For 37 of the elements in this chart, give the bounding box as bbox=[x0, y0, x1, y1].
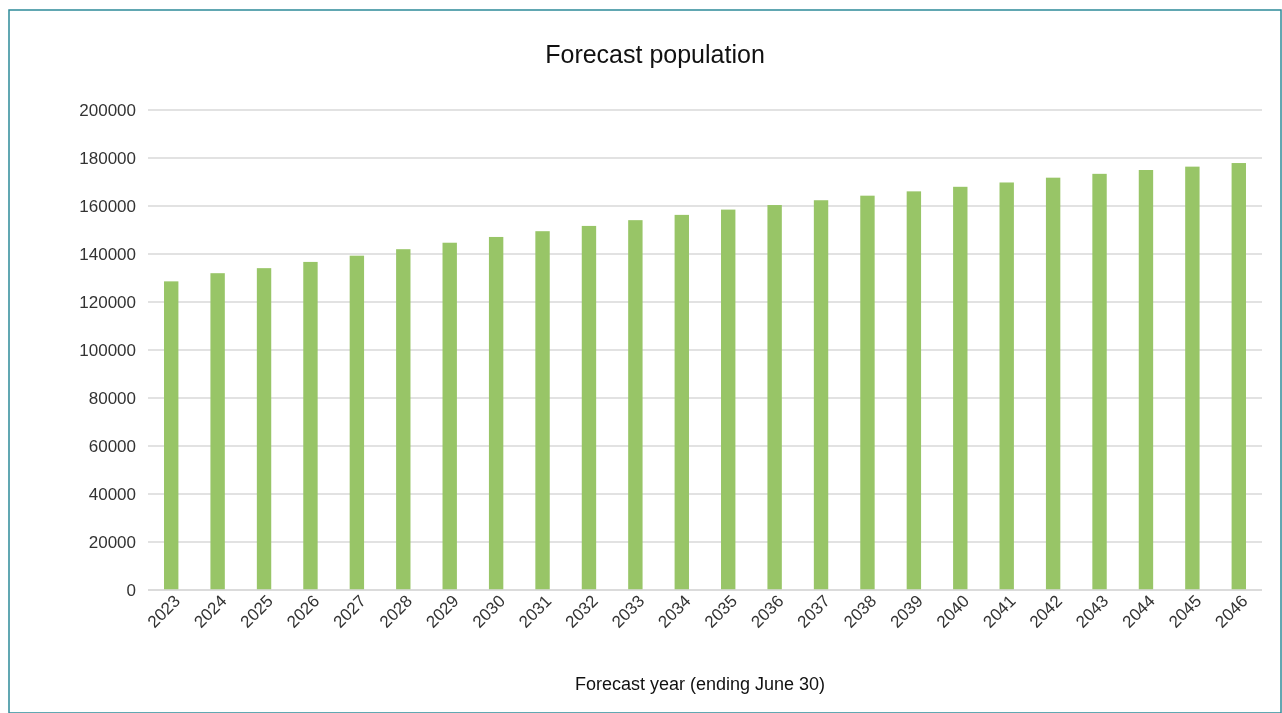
bar bbox=[488, 236, 504, 590]
y-tick-label: 0 bbox=[126, 580, 136, 600]
bar bbox=[535, 231, 550, 590]
bar bbox=[303, 261, 318, 590]
y-tick-label: 40000 bbox=[88, 484, 136, 504]
bar bbox=[1231, 163, 1246, 590]
bar bbox=[1185, 166, 1200, 590]
x-axis-title: Forecast year (ending June 30) bbox=[574, 674, 826, 694]
y-tick-label: 200000 bbox=[79, 100, 136, 120]
bar bbox=[396, 249, 411, 590]
bar bbox=[349, 255, 365, 590]
bar bbox=[999, 182, 1014, 590]
bar bbox=[1045, 177, 1061, 590]
bar bbox=[1092, 173, 1107, 590]
bar bbox=[442, 242, 457, 590]
y-tick-label: 60000 bbox=[88, 436, 136, 456]
bar bbox=[953, 186, 968, 590]
y-tick-label: 180000 bbox=[79, 148, 136, 168]
y-tick-label: 120000 bbox=[79, 292, 136, 312]
bar bbox=[813, 200, 829, 590]
y-tick-label: 140000 bbox=[79, 244, 136, 264]
bar bbox=[860, 195, 875, 590]
y-tick-label: 20000 bbox=[88, 532, 136, 552]
bar bbox=[721, 209, 736, 590]
bar bbox=[674, 214, 689, 590]
bar bbox=[256, 268, 272, 590]
chart-title: Forecast population bbox=[545, 40, 765, 68]
bar bbox=[628, 220, 643, 590]
bar bbox=[1138, 170, 1154, 590]
y-tick-label: 160000 bbox=[79, 196, 136, 216]
bar bbox=[210, 273, 225, 590]
bar bbox=[906, 191, 922, 590]
y-tick-label: 80000 bbox=[88, 388, 136, 408]
bar bbox=[164, 281, 179, 590]
bar bbox=[581, 225, 597, 590]
bar bbox=[767, 205, 782, 590]
y-tick-label: 100000 bbox=[79, 340, 136, 360]
